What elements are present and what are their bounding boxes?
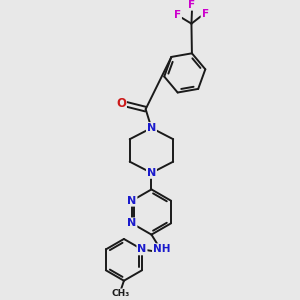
Text: N: N (127, 196, 136, 206)
Text: F: F (188, 0, 196, 10)
Text: O: O (116, 97, 126, 110)
Text: F: F (202, 8, 208, 19)
Text: N: N (127, 218, 136, 228)
Text: CH₃: CH₃ (112, 289, 130, 298)
Text: N: N (147, 123, 156, 133)
Text: F: F (174, 10, 181, 20)
Text: N: N (137, 244, 147, 254)
Text: NH: NH (153, 244, 170, 254)
Text: N: N (147, 168, 156, 178)
